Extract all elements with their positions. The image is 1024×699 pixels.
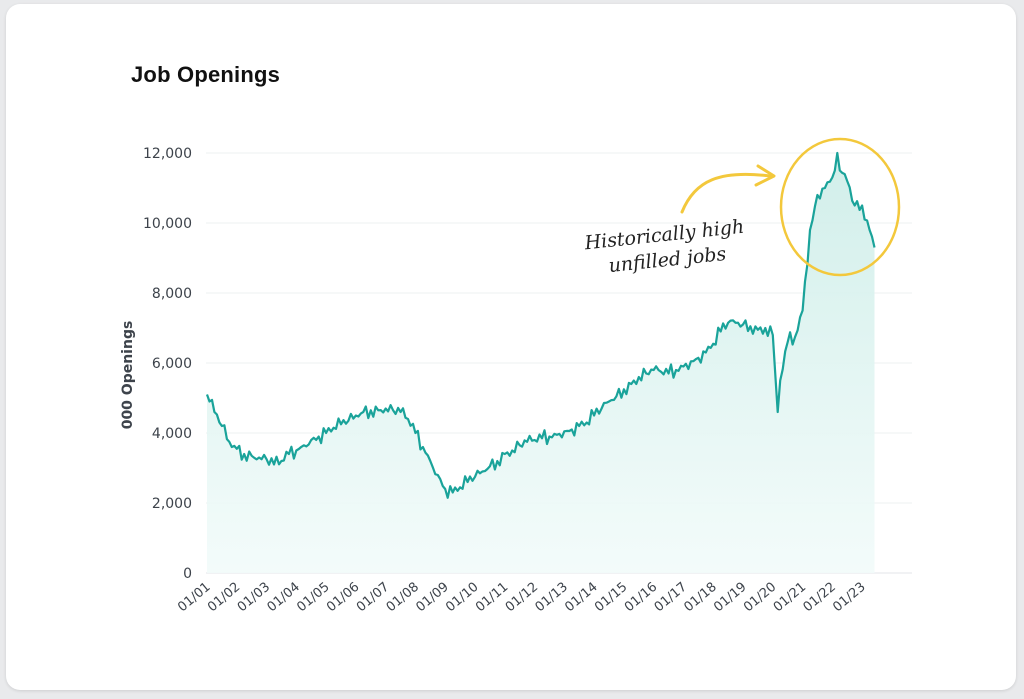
y-tick-label: 8,000 (152, 286, 192, 302)
x-tick-label: 01/06 (324, 580, 362, 616)
y-tick-label: 2,000 (152, 496, 192, 512)
job-openings-line (205, 151, 876, 499)
x-tick-label: 01/13 (533, 580, 571, 616)
annotation-arrow (680, 172, 772, 214)
area-fill (207, 153, 875, 573)
chart-title: Job Openings (131, 62, 281, 87)
y-tick-label: 0 (183, 566, 192, 582)
x-tick-label: 01/23 (830, 580, 868, 616)
x-tick-label: 01/15 (592, 580, 630, 616)
x-tick-label: 01/12 (503, 580, 541, 616)
y-axis-ticks: 0 2,000 4,000 6,000 8,000 10,000 12,000 (143, 146, 192, 582)
annotation-arrowhead (754, 164, 776, 187)
x-tick-label: 01/01 (175, 580, 213, 616)
x-tick-label: 01/04 (265, 580, 303, 616)
x-tick-label: 01/08 (384, 580, 422, 616)
x-tick-label: 01/07 (354, 580, 392, 616)
y-tick-label: 4,000 (152, 426, 192, 442)
x-tick-label: 01/02 (205, 580, 243, 616)
x-tick-label: 01/18 (681, 580, 719, 616)
highlight-circle (779, 137, 901, 277)
x-tick-label: 01/20 (741, 580, 779, 616)
x-tick-label: 01/14 (562, 580, 600, 616)
x-tick-label: 01/10 (443, 580, 481, 616)
x-tick-label: 01/03 (235, 580, 273, 616)
x-tick-label: 01/17 (652, 580, 690, 616)
x-tick-label: 01/05 (294, 580, 332, 616)
y-axis-label: 000 Openings (120, 321, 136, 430)
x-tick-label: 01/11 (473, 580, 511, 616)
y-tick-label: 12,000 (143, 146, 192, 162)
x-axis-ticks: 01/0101/0201/0301/0401/0501/0601/0701/08… (175, 580, 868, 616)
y-tick-label: 10,000 (143, 216, 192, 232)
x-tick-label: 01/19 (711, 580, 749, 616)
x-tick-label: 01/16 (622, 580, 660, 616)
x-tick-label: 01/22 (801, 580, 839, 616)
x-tick-label: 01/21 (771, 580, 809, 616)
y-tick-label: 6,000 (152, 356, 192, 372)
x-tick-label: 01/09 (413, 580, 451, 616)
